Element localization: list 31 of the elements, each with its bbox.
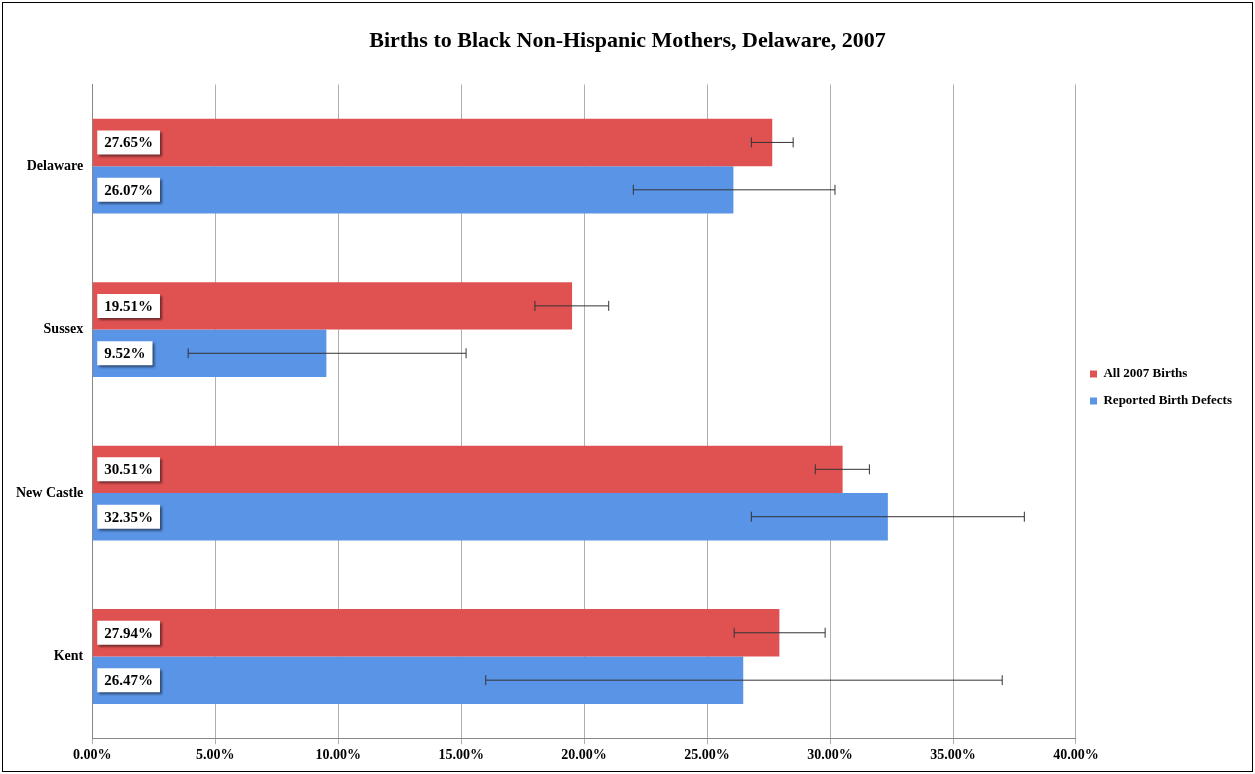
bar <box>92 282 573 330</box>
x-tick-label: 40.00% <box>1053 747 1099 763</box>
bar <box>92 656 744 704</box>
data-label: 26.07% <box>104 181 154 198</box>
x-tick-label: 15.00% <box>438 747 484 763</box>
x-tick-label: 20.00% <box>561 747 607 763</box>
x-tick-label: 30.00% <box>807 747 853 763</box>
chart-title: Births to Black Non-Hispanic Mothers, Delaware, 2007 <box>369 26 886 52</box>
y-tick-label: Delaware <box>26 157 84 173</box>
x-tick-label: 10.00% <box>315 747 361 763</box>
data-label: 30.51% <box>104 461 154 478</box>
x-tick-label: 35.00% <box>930 747 976 763</box>
x-tick-label: 5.00% <box>195 747 235 763</box>
y-tick-label: Kent <box>53 648 84 664</box>
legend-label: Reported Birth Defects <box>1103 392 1232 408</box>
data-label: 27.94% <box>104 624 154 641</box>
bar <box>92 118 773 167</box>
data-label: 32.35% <box>104 508 154 525</box>
data-label: 19.51% <box>104 297 154 314</box>
data-label: 27.65% <box>104 134 154 151</box>
y-tick-label: Sussex <box>43 321 84 337</box>
data-label: 26.47% <box>104 672 154 689</box>
data-label: 9.52% <box>104 345 146 362</box>
bar <box>92 445 843 494</box>
bar <box>92 166 734 214</box>
x-tick-label: 0.00% <box>73 747 112 763</box>
bar <box>92 609 780 657</box>
x-tick-label: 25.00% <box>684 747 730 763</box>
legend-label: All 2007 Births <box>1103 365 1188 381</box>
bar <box>92 493 888 541</box>
y-tick-label: New Castle <box>15 484 84 500</box>
